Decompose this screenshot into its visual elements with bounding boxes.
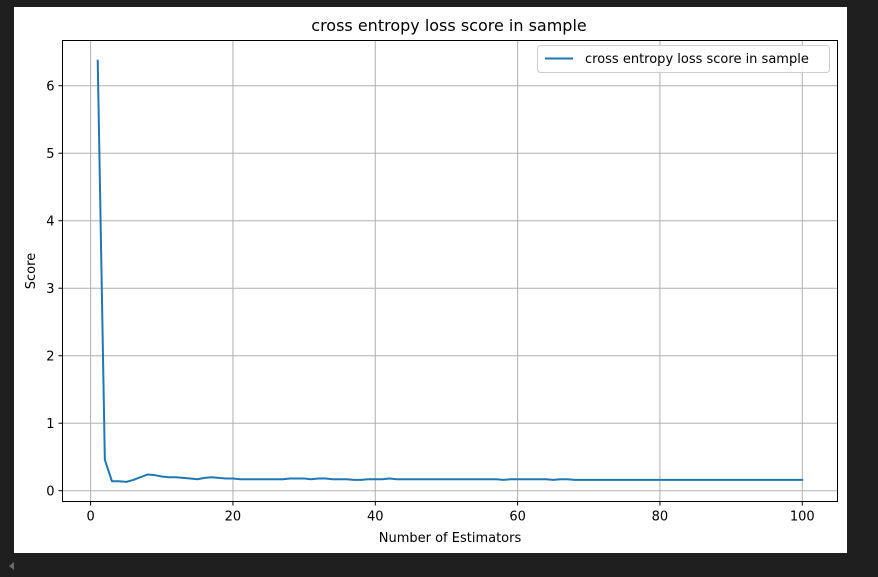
y-tick-label: 3 bbox=[46, 282, 54, 297]
y-tick-label: 0 bbox=[46, 485, 54, 500]
scroll-left-arrow[interactable] bbox=[9, 562, 14, 570]
x-axis-label: Number of Estimators bbox=[379, 531, 522, 546]
grid-layer bbox=[62, 40, 838, 502]
x-tick-label: 20 bbox=[225, 510, 242, 525]
x-tick-label: 60 bbox=[509, 510, 526, 525]
legend-label: cross entropy loss score in sample bbox=[585, 52, 809, 67]
chart-svg: cross entropy loss score in sample 0 20 40… bbox=[24, 16, 838, 546]
x-tick-label: 40 bbox=[367, 510, 384, 525]
y-tick-label: 1 bbox=[46, 417, 54, 432]
series-line bbox=[96, 59, 804, 483]
legend-box bbox=[537, 45, 830, 73]
chart-title: cross entropy loss score in sample bbox=[311, 16, 586, 35]
data-layer bbox=[96, 59, 804, 483]
x-tick-label: 100 bbox=[790, 510, 815, 525]
y-tick-label: 5 bbox=[46, 147, 54, 162]
tick-layer: 0 20 40 60 80 100 0 1 2 3 4 5 6 bbox=[46, 80, 814, 525]
y-tick-label: 4 bbox=[46, 215, 54, 230]
x-tick-label: 0 bbox=[86, 510, 94, 525]
y-tick-label: 6 bbox=[46, 80, 54, 95]
plot-card: cross entropy loss score in sample 0 20 40… bbox=[14, 7, 847, 553]
y-tick-label: 2 bbox=[46, 350, 54, 365]
x-tick-label: 80 bbox=[652, 510, 669, 525]
legend: cross entropy loss score in sample bbox=[537, 45, 830, 73]
plot-axes-frame bbox=[62, 40, 838, 502]
y-axis-label: Score bbox=[24, 253, 39, 289]
